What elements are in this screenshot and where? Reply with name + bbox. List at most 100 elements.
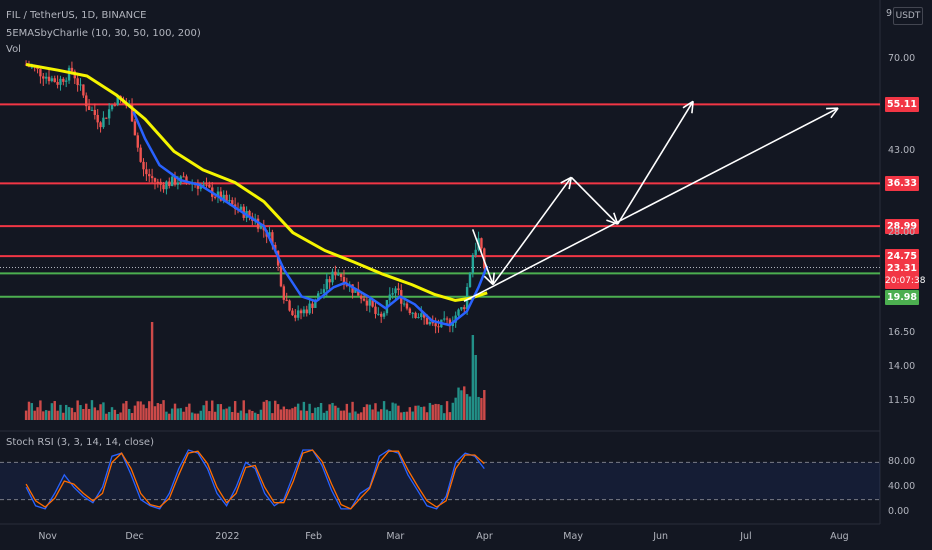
volume-title[interactable]: Vol [6, 44, 21, 55]
volume-bar [422, 406, 426, 420]
volume-bar [190, 412, 194, 420]
currency-button[interactable]: USDT [893, 7, 923, 25]
volume-bar [265, 400, 268, 420]
projection-arrow-2 [570, 176, 619, 225]
candle-body [185, 176, 188, 182]
volume-bar [440, 405, 443, 420]
volume-bar [90, 400, 94, 420]
time-tick-label: Dec [125, 531, 144, 542]
volume-bar [208, 411, 211, 420]
volume-bar [434, 403, 437, 420]
candle-body [322, 289, 326, 293]
volume-bar [185, 406, 188, 420]
price-tick-label: 14.00 [888, 361, 916, 372]
candle-body [107, 109, 111, 119]
volume-bar [420, 406, 423, 420]
candle-body [428, 321, 432, 325]
candle-body [62, 78, 65, 82]
candle-body [417, 317, 420, 319]
stoch-rsi-title[interactable]: Stoch RSI (3, 3, 14, 14, close) [6, 437, 154, 448]
volume-bar [213, 411, 217, 420]
volume-bar [33, 410, 36, 420]
volume-bar [262, 401, 265, 420]
candle-body [85, 95, 88, 107]
volume-bar [339, 410, 343, 420]
candle-body [311, 303, 314, 308]
volume-bar [465, 394, 469, 420]
candle-body [282, 286, 286, 300]
volume-bar [87, 408, 91, 420]
volume-bar [153, 406, 157, 420]
volume-bar [405, 411, 409, 420]
stoch-k-line [25, 449, 485, 510]
volume-bar [279, 409, 283, 420]
volume-bar [380, 409, 383, 420]
volume-bar [165, 411, 168, 420]
volume-bar [397, 405, 400, 420]
volume-bar [193, 413, 197, 420]
volume-bar [105, 413, 108, 420]
volume-bar [179, 408, 182, 420]
volume-bar [211, 400, 214, 420]
volume-bar [448, 412, 452, 420]
candle-body [337, 273, 340, 276]
candle-body [79, 84, 82, 86]
stoch-pane [0, 432, 880, 524]
time-tick-label: Jul [740, 531, 752, 542]
candle-body [90, 109, 94, 111]
volume-bar [454, 397, 457, 420]
volume-bar [362, 407, 366, 420]
volume-bar [391, 402, 394, 420]
volume-bar [274, 400, 277, 420]
volume-bar [242, 400, 245, 420]
projection-arrow-1 [492, 176, 572, 286]
volume-bar [400, 412, 403, 420]
candle-body [139, 147, 142, 162]
volume-bar [225, 408, 228, 420]
candle-body [44, 76, 48, 79]
volume-bar [27, 401, 31, 420]
volume-bar [368, 404, 371, 420]
volume-bar [150, 322, 154, 420]
volume-bar [371, 409, 374, 420]
volume-bar [251, 410, 254, 420]
volume-bar [291, 408, 294, 420]
volume-bar [119, 412, 122, 420]
volume-bar [125, 400, 128, 420]
candle-body [483, 248, 486, 269]
candle-body [296, 310, 300, 318]
volume-bar [365, 404, 369, 420]
candle-body [145, 169, 148, 175]
volume-bar [139, 401, 142, 420]
candle-body [382, 313, 386, 317]
candle-body [173, 176, 177, 185]
arrow-head [560, 176, 572, 184]
volume-bar [296, 403, 300, 420]
ema-slow-line [25, 63, 488, 302]
candle-body [213, 196, 217, 198]
volume-bar [299, 410, 303, 420]
indicator-title[interactable]: 5EMASbyCharlie (10, 30, 50, 100, 200) [6, 28, 201, 39]
volume-bar [30, 403, 34, 420]
volume-bar [248, 409, 251, 420]
volume-bar [122, 403, 125, 420]
symbol-title[interactable]: FIL / TetherUS, 1D, BINANCE [6, 10, 147, 21]
candle-body [443, 318, 446, 320]
volume-bar [414, 405, 417, 420]
volume-bar [216, 404, 220, 420]
volume-bar [428, 402, 432, 420]
price-tick-label: 28.00 [888, 226, 916, 238]
candle-body [168, 181, 171, 187]
volume-bar [42, 411, 45, 420]
volume-bar [145, 408, 148, 420]
candle-body [76, 78, 79, 86]
volume-bar [388, 411, 391, 420]
volume-bar [351, 401, 354, 420]
volume-bar [402, 411, 406, 420]
volume-bar [377, 411, 380, 420]
stoch-d-line [25, 449, 485, 510]
candle-body [133, 121, 137, 136]
candle-body [405, 303, 409, 309]
time-tick-label: Aug [830, 531, 849, 542]
